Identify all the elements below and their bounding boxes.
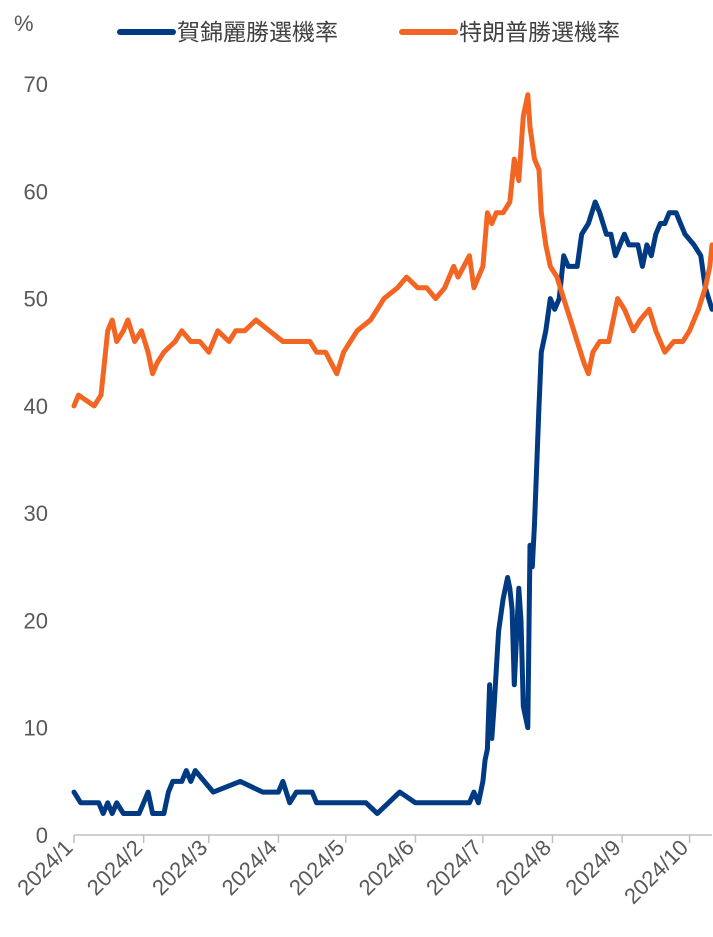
y-tick-label: 20: [24, 608, 48, 633]
x-axis: 2024/1 2024/2 2024/3 2024/4 2024/5 2024/6 2024…: [12, 835, 712, 909]
y-axis: 0 10 20 30 40 50 60 70: [24, 72, 48, 848]
y-tick-label: 50: [24, 287, 48, 312]
y-tick-label: 30: [24, 501, 48, 526]
x-tick-label: 2024/3: [147, 835, 212, 900]
legend-label-trump: 特朗普勝選機率: [459, 20, 620, 46]
legend-label-harris: 賀錦麗勝選機率: [177, 20, 338, 46]
x-tick-label: 2024/6: [354, 835, 419, 900]
y-tick-label: 40: [24, 394, 48, 419]
y-tick-label: 0: [36, 823, 48, 848]
x-tick-label: 2024/2: [82, 835, 147, 900]
x-tick-label: 2024/7: [421, 835, 486, 900]
y-axis-unit-label: %: [14, 11, 34, 36]
legend: 賀錦麗勝選機率 特朗普勝選機率: [120, 20, 620, 46]
series-layer: [74, 95, 712, 814]
y-tick-label: 70: [24, 72, 48, 97]
x-tick-label: 2024/10: [619, 835, 693, 909]
x-tick-label: 2024/4: [217, 835, 282, 900]
x-tick-label: 2024/8: [491, 835, 556, 900]
y-tick-label: 60: [24, 179, 48, 204]
y-tick-label: 10: [24, 716, 48, 741]
x-tick-label: 2024/9: [560, 835, 625, 900]
x-tick-label: 2024/5: [284, 835, 349, 900]
